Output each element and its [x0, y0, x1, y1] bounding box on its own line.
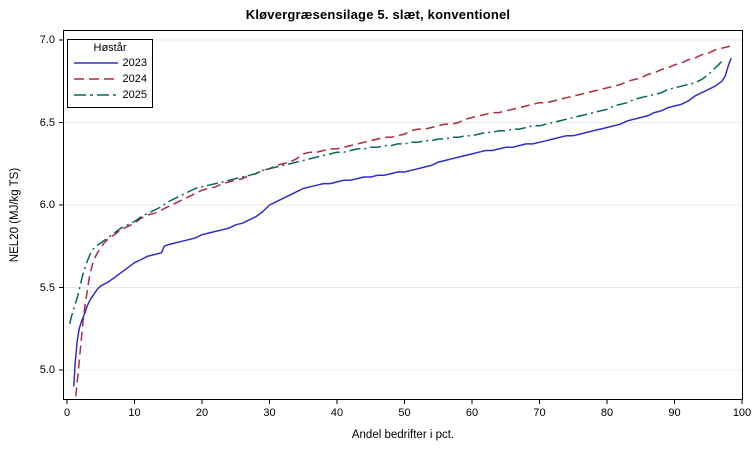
x-tick-label: 20 [195, 407, 209, 419]
x-axis-label: Andel bedrifter i pct. [351, 429, 455, 441]
legend: Høstår 2023 2024 2025 [67, 39, 153, 108]
legend-label: 2023 [122, 57, 147, 69]
legend-rows: 2023 2024 2025 [73, 55, 147, 103]
x-tick-label: 100 [732, 407, 752, 419]
series-line-2024 [75, 44, 733, 397]
y-tick-label: 5.5 [39, 281, 55, 294]
x-tick-label: 60 [465, 407, 479, 419]
legend-item-2024: 2024 [73, 71, 147, 87]
legend-item-2025: 2025 [73, 87, 147, 103]
x-tick-label: 50 [398, 407, 411, 419]
y-tick-label: 6.0 [39, 199, 55, 211]
legend-label: 2025 [122, 89, 147, 101]
y-axis-label: NEL20 (MJ/kg TS) [9, 167, 21, 263]
legend-line-sample [74, 94, 118, 96]
x-tick-label: 0 [63, 407, 71, 419]
legend-item-2023: 2023 [73, 55, 147, 71]
chart-title: Kløvergræsensilage 5. slæt, konventionel [245, 7, 511, 22]
y-tick-label: 7.0 [39, 34, 55, 46]
x-tick-label: 70 [533, 407, 546, 419]
legend-label: 2024 [122, 73, 147, 85]
legend-title: Høstår [93, 42, 127, 54]
x-tick-label: 80 [600, 407, 614, 419]
legend-line-sample [74, 62, 118, 64]
legend-line-sample [74, 78, 118, 80]
y-tick-label: 6.5 [39, 116, 55, 129]
series-line-2023 [73, 57, 732, 387]
y-tick-label: 5.0 [39, 364, 55, 376]
x-tick-label: 30 [263, 407, 276, 419]
x-tick-label: 10 [128, 407, 141, 419]
x-tick-label: 40 [330, 407, 344, 419]
series-line-2025 [68, 59, 725, 324]
plot-frame [63, 30, 743, 400]
x-tick-label: 90 [668, 407, 681, 419]
